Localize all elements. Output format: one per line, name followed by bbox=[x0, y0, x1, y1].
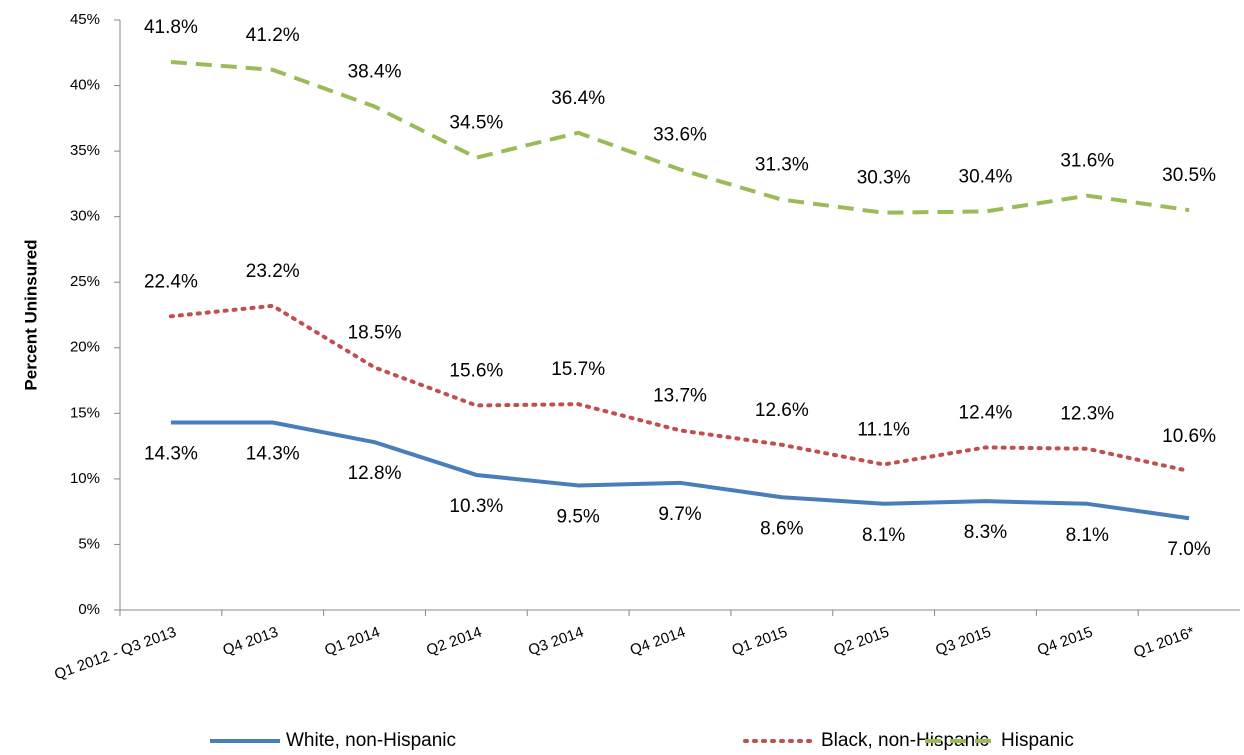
line bbox=[168, 303, 1192, 474]
data-label: 31.3% bbox=[755, 155, 809, 176]
legend-label: Hispanic bbox=[1001, 730, 1074, 751]
x-tick-label: Q4 2013 bbox=[221, 624, 281, 660]
legend-label: Black, non-Hispanic bbox=[821, 730, 989, 751]
data-label: 10.6% bbox=[1162, 426, 1216, 447]
data-label: 8.6% bbox=[760, 518, 803, 539]
data-label: 12.8% bbox=[348, 463, 402, 484]
x-tick-label: Q3 2014 bbox=[526, 624, 586, 660]
data-label: 36.4% bbox=[551, 88, 605, 109]
data-label: 31.6% bbox=[1060, 151, 1114, 172]
y-tick-label: 35% bbox=[70, 142, 100, 159]
x-tick-label: Q1 2015 bbox=[730, 624, 790, 660]
data-label: 41.8% bbox=[144, 17, 198, 38]
data-label: 15.7% bbox=[551, 359, 605, 380]
data-label: 15.6% bbox=[449, 360, 503, 381]
data-label: 22.4% bbox=[144, 271, 198, 292]
line bbox=[170, 420, 1190, 521]
x-tick-label: Q3 2015 bbox=[933, 624, 993, 660]
y-tick-label: 40% bbox=[70, 77, 100, 94]
x-tick-label: Q2 2015 bbox=[831, 624, 891, 660]
data-label: 38.4% bbox=[348, 62, 402, 83]
data-label: 8.3% bbox=[964, 522, 1007, 543]
x-tick-label: Q1 2016* bbox=[1131, 623, 1197, 661]
x-tick-label: Q2 2014 bbox=[424, 624, 484, 660]
x-tick-label: Q1 2014 bbox=[322, 624, 382, 660]
x-tick-label: Q4 2014 bbox=[628, 624, 688, 660]
data-label: 9.7% bbox=[658, 504, 701, 525]
data-label: 33.6% bbox=[653, 124, 707, 145]
data-label: 41.2% bbox=[246, 25, 300, 46]
data-label: 12.4% bbox=[959, 402, 1013, 423]
data-label: 34.5% bbox=[449, 113, 503, 134]
data-label: 30.5% bbox=[1162, 165, 1216, 186]
data-label: 18.5% bbox=[348, 322, 402, 343]
y-tick-label: 10% bbox=[70, 470, 100, 487]
data-label: 30.4% bbox=[959, 166, 1013, 187]
data-label: 12.3% bbox=[1060, 404, 1114, 425]
y-axis-title: Percent Uninsured bbox=[21, 239, 40, 390]
legend-label: White, non-Hispanic bbox=[286, 730, 456, 751]
data-label: 7.0% bbox=[1167, 539, 1210, 560]
data-label: 14.3% bbox=[144, 444, 198, 465]
data-label: 9.5% bbox=[557, 506, 600, 527]
data-label: 14.3% bbox=[246, 444, 300, 465]
y-tick-label: 45% bbox=[70, 11, 100, 28]
x-tick-label: Q4 2015 bbox=[1035, 624, 1095, 660]
y-tick-label: 0% bbox=[78, 601, 100, 618]
line bbox=[170, 59, 1190, 215]
y-tick-label: 15% bbox=[70, 404, 100, 421]
data-label: 8.1% bbox=[1066, 525, 1109, 546]
y-tick-label: 25% bbox=[70, 273, 100, 290]
data-label: 8.1% bbox=[862, 525, 905, 546]
data-label: 11.1% bbox=[857, 419, 910, 440]
data-label: 10.3% bbox=[449, 496, 503, 517]
x-tick-label: Q1 2012 - Q3 2013 bbox=[52, 624, 179, 684]
y-tick-label: 20% bbox=[70, 339, 100, 356]
data-label: 30.3% bbox=[857, 168, 911, 189]
y-tick-label: 5% bbox=[78, 535, 100, 552]
data-label: 12.6% bbox=[755, 400, 809, 421]
y-tick-label: 30% bbox=[70, 208, 100, 225]
data-label: 13.7% bbox=[653, 385, 707, 406]
data-label: 23.2% bbox=[246, 261, 300, 282]
